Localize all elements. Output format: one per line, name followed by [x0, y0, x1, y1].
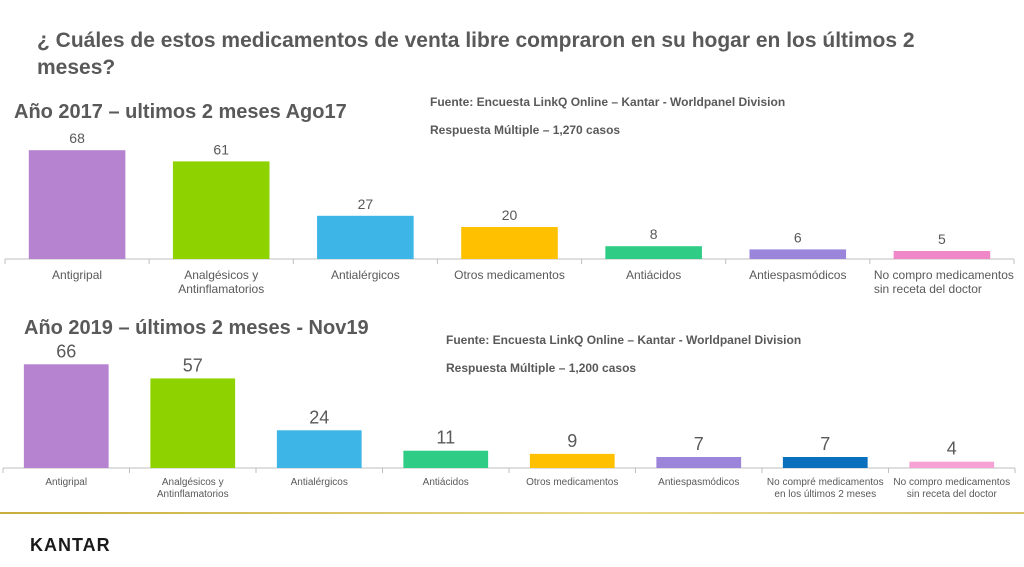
bar-5: [529, 453, 615, 468]
data-label-2: 61: [213, 141, 229, 157]
category-label-1: Antigripal: [52, 268, 103, 282]
data-label-6: 7: [694, 434, 704, 454]
data-label-2: 57: [183, 355, 203, 375]
data-label-8: 4: [947, 439, 957, 459]
bar-6: [749, 249, 847, 259]
category-label-3: Antialérgicos: [290, 477, 348, 488]
bar-5: [605, 246, 702, 259]
category-label-1: Antigripal: [45, 477, 88, 488]
bar-7: [782, 457, 868, 468]
data-label-3: 27: [358, 196, 374, 212]
category-label-2: Analgésicos y Antinflamatorios: [156, 477, 229, 500]
chart-2017-sample: Respuesta Múltiple – 1,270 casos: [430, 123, 621, 137]
data-label-4: 20: [502, 207, 518, 223]
data-label-3: 24: [309, 407, 329, 427]
data-label-1: 66: [56, 341, 76, 361]
bar-4: [403, 450, 489, 468]
category-label-2: Analgésicos y Antinflamatorios: [178, 268, 265, 296]
bar-2: [172, 161, 270, 259]
bar-6: [656, 457, 742, 468]
category-label-4: Antiácidos: [422, 477, 469, 488]
chart-2019-source: Fuente: Encuesta LinkQ Online – Kantar -…: [446, 333, 802, 347]
footer-divider: [0, 512, 1024, 514]
category-label-3: Antialérgicos: [331, 268, 400, 282]
category-label-5: Otros medicamentos: [526, 477, 619, 488]
bar-1: [28, 150, 126, 259]
bar-3: [317, 215, 414, 259]
data-label-7: 7: [820, 434, 830, 454]
question-title: ¿ Cuáles de estos medicamentos de venta …: [37, 29, 915, 79]
chart-2017-title: Año 2017 – ultimos 2 meses Ago17: [14, 101, 347, 123]
data-label-7: 5: [938, 231, 946, 247]
bar-8: [909, 461, 995, 468]
category-label-7: No compré medicamentos en los últimos 2 …: [766, 477, 884, 500]
kantar-logo: KANTAR: [30, 535, 111, 555]
category-label-5: Antiácidos: [625, 268, 682, 282]
category-label-7: No compro medicamentos sin receta del do…: [873, 268, 1014, 296]
data-label-5: 9: [567, 431, 577, 451]
bar-2: [150, 378, 236, 468]
category-label-6: Antiespasmódicos: [749, 268, 847, 282]
bar-1: [23, 364, 109, 468]
data-label-1: 68: [69, 130, 85, 146]
data-label-4: 11: [436, 428, 455, 448]
category-label-4: Otros medicamentos: [454, 268, 565, 282]
data-label-5: 8: [650, 226, 658, 242]
data-label-6: 6: [794, 229, 802, 245]
category-label-6: Antiespasmódicos: [658, 477, 740, 488]
chart-2017-source: Fuente: Encuesta LinkQ Online – Kantar -…: [430, 95, 786, 109]
chart-2019-title: Año 2019 – últimos 2 meses - Nov19: [24, 317, 369, 339]
bar-4: [461, 227, 558, 259]
chart-2019-sample: Respuesta Múltiple – 1,200 casos: [446, 361, 637, 375]
bar-3: [276, 430, 362, 468]
bar-7: [893, 251, 991, 259]
category-label-8: No compro medicamentos sin receta del do…: [893, 477, 1011, 500]
